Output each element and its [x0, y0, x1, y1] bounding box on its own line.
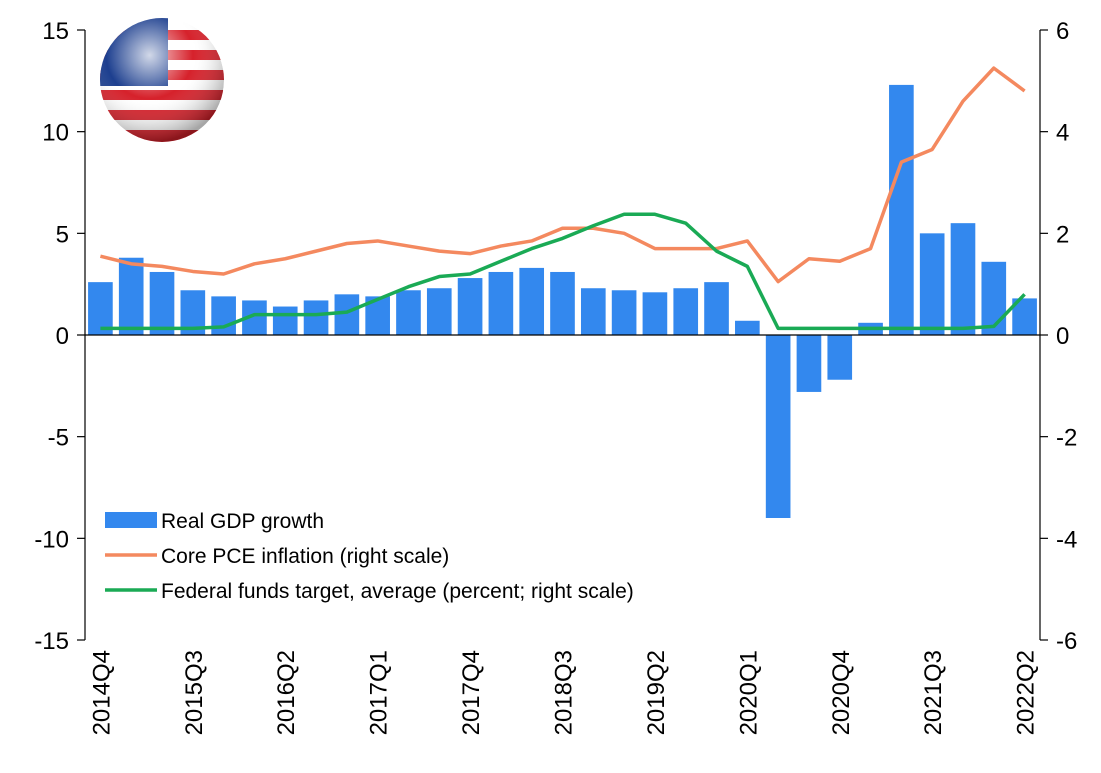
bar: [950, 223, 976, 335]
bar: [919, 233, 945, 335]
line-series: [100, 212, 1026, 331]
y-tick-label: -5: [48, 425, 69, 452]
x-tick-label: 2015Q3: [181, 650, 208, 735]
y-tick-label: 10: [42, 120, 69, 147]
bar: [396, 290, 421, 335]
bar: [796, 335, 822, 392]
bar: [426, 288, 452, 335]
x-tick-label: 2019Q2: [643, 650, 670, 735]
x-tick-label: 2020Q1: [735, 650, 762, 735]
x-tick-label: 2018Q3: [551, 650, 578, 735]
bar: [457, 278, 483, 335]
legend-swatch: [105, 512, 157, 528]
bar: [642, 292, 668, 335]
bar: [303, 300, 329, 335]
flag-icon: [100, 18, 224, 142]
y-tick-label: -10: [34, 526, 69, 553]
line-series: [99, 66, 1026, 284]
bar: [118, 257, 144, 335]
bar: [673, 288, 699, 335]
y-tick-label: 15: [42, 18, 69, 45]
bar: [827, 335, 853, 380]
bar: [211, 296, 236, 335]
y-tick-label: 5: [56, 221, 69, 248]
x-tick-label: 2016Q2: [273, 650, 300, 735]
y2-tick-label: -6: [1056, 628, 1077, 655]
bar: [981, 261, 1007, 335]
x-tick-label: 2020Q4: [828, 650, 855, 735]
legend-label: Federal funds target, average (percent; …: [161, 580, 634, 603]
y2-tick-label: 2: [1056, 221, 1069, 248]
bar: [765, 335, 791, 518]
y2-tick-label: 6: [1056, 18, 1069, 45]
bar: [272, 306, 298, 335]
y2-tick-label: -4: [1056, 526, 1077, 553]
bar: [334, 294, 360, 335]
x-tick-label: 2022Q2: [1013, 650, 1040, 735]
y-tick-label: 0: [56, 323, 69, 350]
x-tick-label: 2017Q4: [458, 650, 485, 735]
legend-label: Real GDP growth: [161, 510, 324, 533]
bar: [488, 271, 514, 335]
x-tick-label: 2014Q4: [88, 650, 115, 735]
y2-tick-label: -2: [1056, 425, 1077, 452]
legend-label: Core PCE inflation (right scale): [161, 545, 449, 568]
x-tick-label: 2017Q1: [366, 650, 393, 735]
y2-tick-label: 0: [1056, 323, 1069, 350]
bar: [88, 282, 113, 335]
bar: [519, 267, 545, 335]
bar: [149, 271, 175, 335]
bar: [580, 288, 606, 335]
bar: [611, 290, 637, 335]
bar: [550, 271, 575, 335]
x-tick-label: 2021Q3: [920, 650, 947, 735]
bar: [704, 282, 729, 335]
bar: [735, 320, 760, 335]
y2-tick-label: 4: [1056, 120, 1069, 147]
y-tick-label: -15: [34, 628, 69, 655]
bar: [889, 84, 914, 336]
